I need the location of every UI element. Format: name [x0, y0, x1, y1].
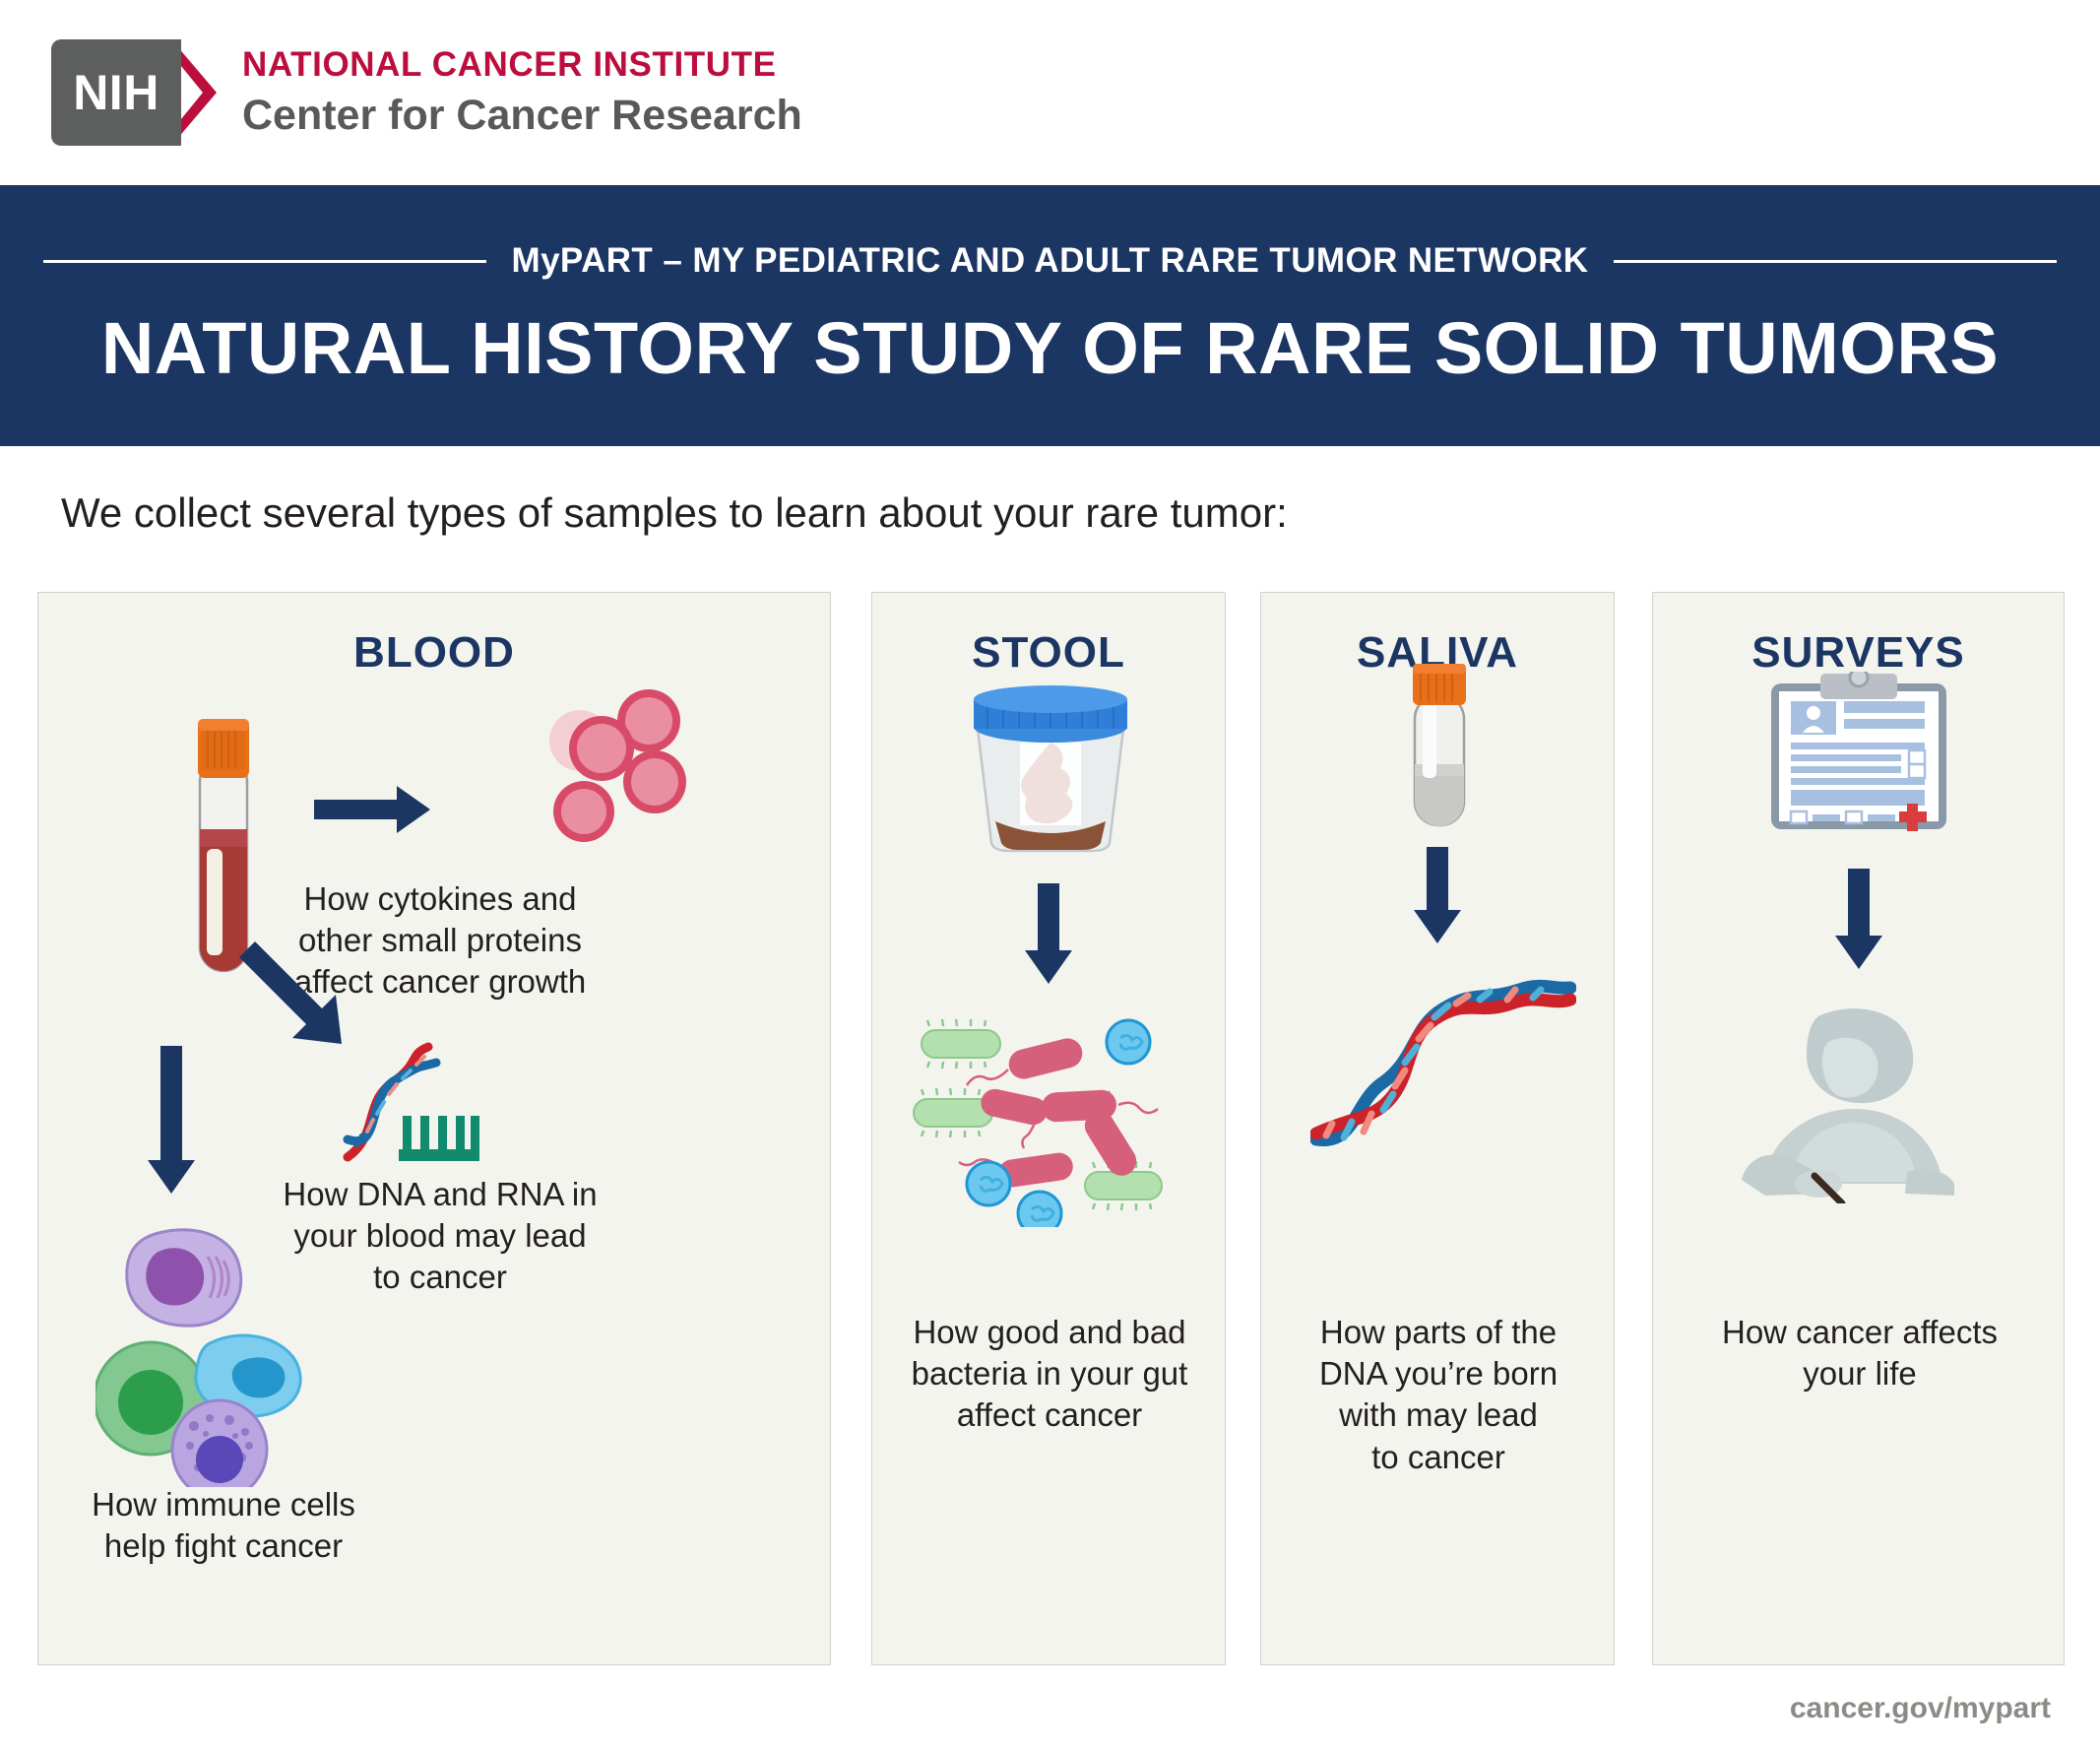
caption-line: bacteria in your gut: [911, 1355, 1188, 1393]
logo-institute-name: NATIONAL CANCER INSTITUTE: [242, 45, 777, 84]
panel-stool: STOOL: [871, 592, 1226, 1665]
caption-line: affect cancer growth: [293, 963, 587, 1001]
sample-panels: BLOOD: [37, 592, 2065, 1665]
arrow-right-blood-to-cytokines: [314, 786, 432, 833]
panel-title-surveys: SURVEYS: [1751, 628, 1965, 677]
caption-line: to cancer: [1371, 1438, 1505, 1475]
banner-rule-right: [1614, 259, 2058, 263]
caption-line: How good and bad: [913, 1314, 1186, 1350]
caption-line: How immune cells: [92, 1486, 355, 1523]
arrow-down-surveys: [1832, 869, 1887, 971]
dna-rna-icon: [343, 1042, 479, 1162]
caption-line: affect cancer: [956, 1396, 1143, 1434]
caption-line: DNA you’re born: [1318, 1355, 1559, 1393]
caption-line: How parts of the: [1319, 1314, 1558, 1350]
person-writing-icon: [1742, 1008, 1954, 1203]
blood-tube-icon: [198, 719, 249, 973]
panel-surveys: SURVEYS: [1652, 592, 2065, 1665]
caption-line: to cancer: [373, 1259, 507, 1296]
panel-blood: BLOOD: [37, 592, 831, 1665]
logo-wordmark: NATIONAL CANCER INSTITUTE Center for Can…: [242, 45, 802, 140]
banner-rule-left: [42, 259, 486, 263]
red-blood-cells-icon: [549, 689, 686, 842]
banner-subtitle: MyPART – MY PEDIATRIC AND ADULT RARE TUM…: [511, 241, 1589, 280]
logo-center-name: Center for Cancer Research: [242, 92, 802, 139]
immune-cells-icon: [95, 1228, 302, 1487]
panel-title-blood: BLOOD: [353, 628, 515, 677]
banner-subtitle-row: MyPART – MY PEDIATRIC AND ADULT RARE TUM…: [0, 241, 2100, 281]
rna-strand-icon: [399, 1116, 479, 1161]
saliva-tube-icon: [1413, 664, 1466, 827]
caption-blood-immune: How immune cells help fight cancer: [66, 1484, 381, 1567]
caption-line: other small proteins: [298, 922, 582, 959]
caption-line: help fight cancer: [103, 1527, 344, 1565]
caption-saliva-dna: How parts of the DNA you’re born with ma…: [1281, 1312, 1596, 1478]
caption-line: How cytokines and: [303, 880, 577, 917]
caption-line: How cancer affects: [1721, 1314, 1999, 1350]
nih-logo-mark: NIH: [51, 39, 217, 146]
caption-surveys-life: How cancer affects your life: [1702, 1312, 2017, 1394]
stool-sample-cup-icon: [974, 685, 1127, 853]
caption-blood-cytokines: How cytokines and other small proteins a…: [292, 878, 588, 1004]
panel-saliva: SALIVA: [1260, 592, 1615, 1665]
medical-cross-icon: [1899, 804, 1927, 831]
nih-logo-bar: NIH NATIONAL CANCER INSTITUTE Center for…: [0, 0, 2100, 185]
bacteria-icon: [913, 1018, 1163, 1227]
header-banner: MyPART – MY PEDIATRIC AND ADULT RARE TUM…: [0, 185, 2100, 446]
arrow-down-blood-to-immune: [147, 1046, 198, 1196]
caption-blood-dna-rna: How DNA and RNA in your blood may lead t…: [283, 1174, 598, 1299]
caption-line: your blood may lead: [293, 1217, 587, 1255]
footer-url[interactable]: cancer.gov/mypart: [1789, 1692, 2051, 1724]
arrow-diagonal-blood-to-dna: [239, 941, 342, 1044]
nih-logo-text: NIH: [73, 65, 159, 120]
caption-line: with may lead: [1339, 1396, 1538, 1434]
arrow-down-saliva: [1411, 847, 1466, 945]
dna-helix-icon: [1310, 979, 1576, 1146]
caption-stool-bacteria: How good and bad bacteria in your gut af…: [886, 1312, 1213, 1437]
banner-title: NATURAL HISTORY STUDY OF RARE SOLID TUMO…: [100, 307, 2000, 389]
panel-title-stool: STOOL: [972, 628, 1125, 677]
clipboard-form-icon: [1771, 672, 1946, 831]
caption-line: your life: [1803, 1355, 1917, 1393]
nih-logo-box: NIH: [51, 39, 181, 146]
arrow-down-stool: [1022, 883, 1077, 986]
intro-text: We collect several types of samples to l…: [61, 489, 1288, 536]
caption-line: How DNA and RNA in: [283, 1176, 598, 1212]
